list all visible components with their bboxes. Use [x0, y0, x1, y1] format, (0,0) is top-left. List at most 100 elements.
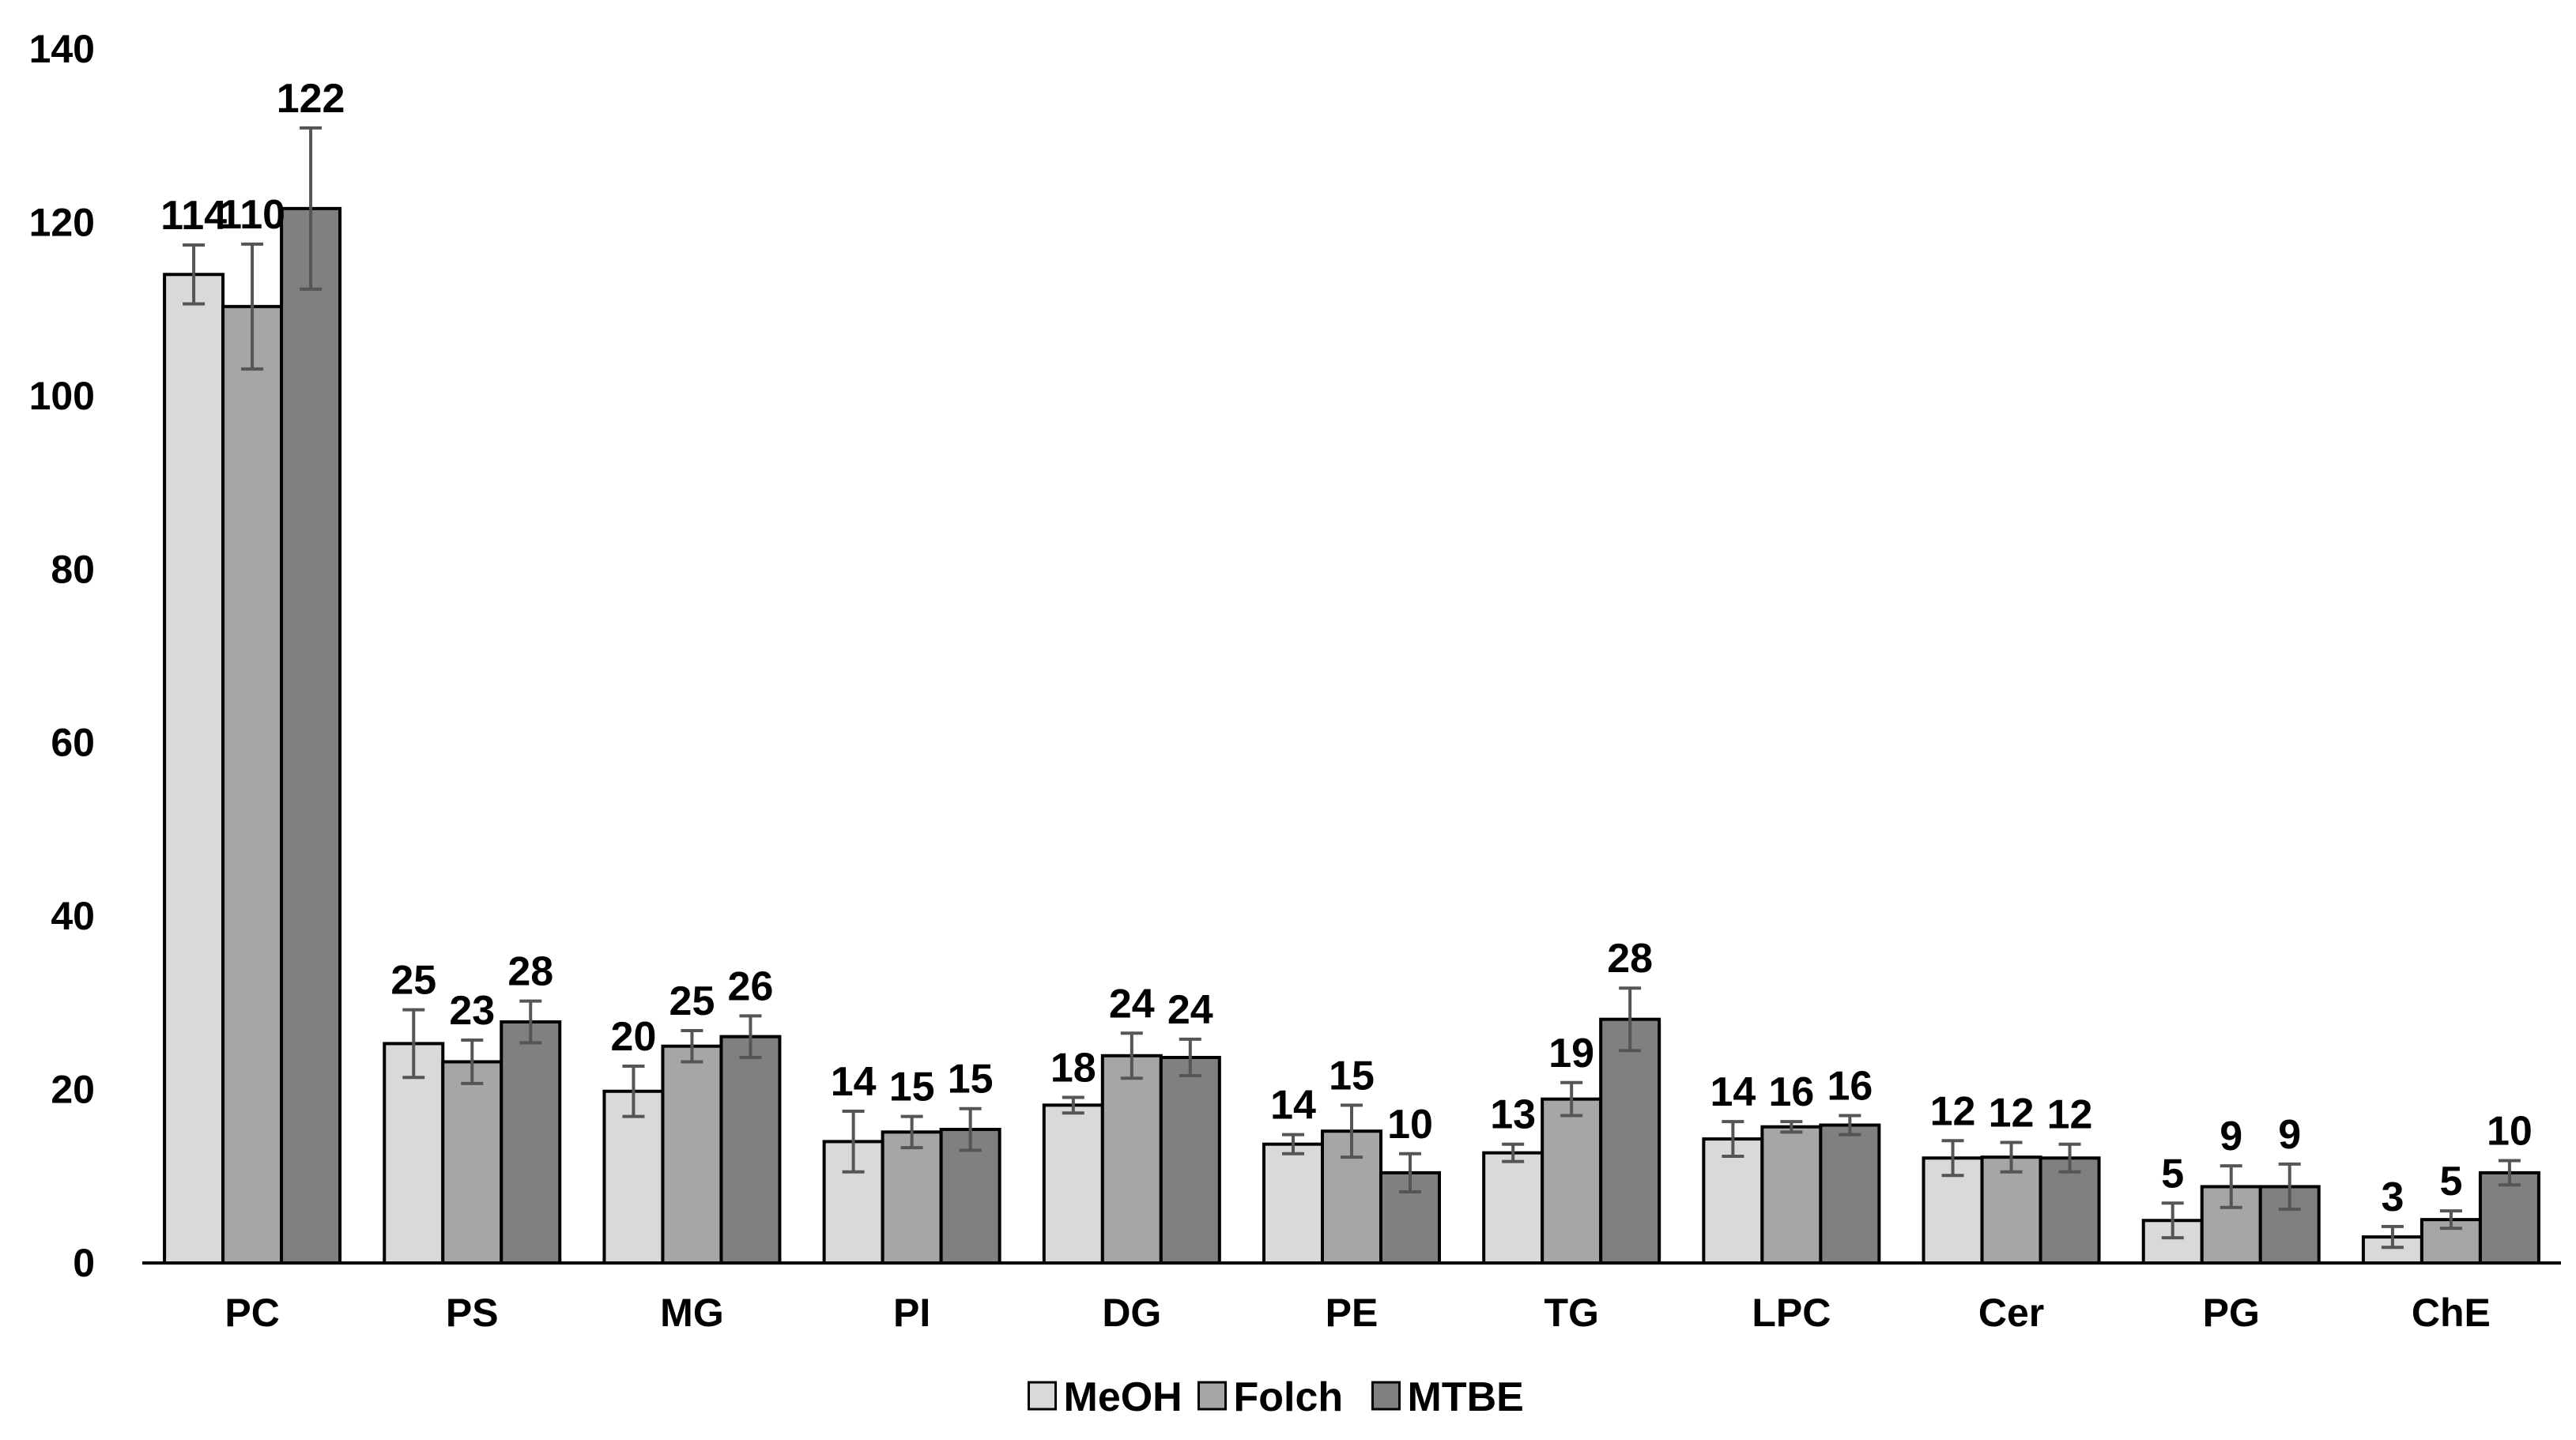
category-label-che: ChE [2412, 1291, 2491, 1335]
y-tick-label-120: 120 [29, 200, 95, 244]
error-bar-mtbe-pe [1399, 1152, 1421, 1194]
error-bar-mtbe-mg [739, 1014, 762, 1059]
error-bar-mtbe-pg [2278, 1162, 2301, 1211]
legend: MeOH Folch MTBE [1028, 1374, 1524, 1420]
data-label-mtbe-lpc: 16 [1827, 1063, 1873, 1109]
category-label-pi: PI [893, 1291, 930, 1335]
category-label-cer: Cer [1978, 1291, 2044, 1335]
data-label-meoh-ps: 25 [390, 958, 436, 1004]
error-bar-meoh-lpc [1722, 1120, 1744, 1159]
data-label-mtbe-tg: 28 [1607, 936, 1653, 982]
y-tick-label-140: 140 [29, 27, 95, 71]
bar-mtbe-ps [500, 1020, 562, 1265]
data-label-meoh-lpc: 14 [1710, 1069, 1756, 1115]
error-bar-mtbe-tg [1619, 986, 1642, 1053]
y-axis-ticks: 0 20 40 60 80 100 120 140 [29, 27, 95, 1285]
legend-swatch-mtbe [1371, 1381, 1401, 1411]
bar-folch-pi [881, 1130, 943, 1265]
legend-item-meoh: MeOH [1028, 1374, 1182, 1420]
error-bars [183, 126, 2521, 1250]
bar-meoh-pc [163, 273, 225, 1265]
error-bar-folch-ps [461, 1039, 484, 1085]
data-label-mtbe-mg: 26 [728, 963, 774, 1009]
error-bar-meoh-tg [1502, 1142, 1525, 1163]
error-bar-mtbe-pi [959, 1106, 982, 1152]
bar-meoh-pe [1262, 1142, 1324, 1265]
bar-folch-pc [221, 304, 284, 1265]
error-bar-mtbe-dg [1179, 1037, 1201, 1078]
error-bar-mtbe-che [2498, 1159, 2521, 1187]
error-bar-folch-cer [2000, 1140, 2023, 1174]
data-label-folch-cer: 12 [1989, 1090, 2035, 1136]
error-bar-mtbe-lpc [1839, 1114, 1861, 1137]
category-label-pc: PC [224, 1291, 279, 1335]
data-label-folch-tg: 19 [1548, 1031, 1594, 1076]
bar-folch-lpc [1760, 1125, 1823, 1265]
legend-label-mtbe: MTBE [1408, 1374, 1524, 1420]
data-label-meoh-dg: 18 [1050, 1045, 1096, 1091]
category-label-dg: DG [1102, 1291, 1161, 1335]
bar-folch-tg [1541, 1097, 1603, 1265]
data-label-mtbe-pe: 10 [1387, 1102, 1433, 1148]
bar-mtbe-cer [2039, 1156, 2101, 1265]
category-label-mg: MG [660, 1291, 724, 1335]
category-label-tg: TG [1544, 1291, 1598, 1335]
data-label-folch-pe: 15 [1329, 1053, 1375, 1099]
error-bar-meoh-pc [183, 243, 206, 306]
data-label-folch-pg: 9 [2220, 1114, 2242, 1159]
error-bar-mtbe-pc [300, 126, 322, 291]
error-bar-folch-pi [900, 1114, 923, 1150]
error-bar-folch-tg [1560, 1080, 1583, 1118]
error-bar-mtbe-ps [519, 999, 542, 1045]
error-bar-folch-che [2439, 1209, 2462, 1231]
legend-swatch-meoh [1028, 1381, 1057, 1411]
data-label-mtbe-ps: 28 [507, 949, 553, 995]
data-label-meoh-pi: 14 [831, 1059, 877, 1105]
error-bar-folch-mg [681, 1028, 703, 1064]
category-label-ps: PS [446, 1291, 499, 1335]
error-bar-folch-pg [2220, 1164, 2242, 1209]
category-labels: PC PS MG PI DG PE TG LPC Cer PG ChE [224, 1291, 2491, 1335]
error-bar-folch-lpc [1780, 1120, 1803, 1134]
data-label-folch-che: 5 [2439, 1159, 2462, 1204]
error-bar-meoh-ps [402, 1008, 425, 1080]
bar-folch-ps [441, 1060, 504, 1265]
bar-folch-mg [661, 1044, 723, 1265]
bar-mtbe-pc [280, 206, 342, 1265]
bar-meoh-tg [1482, 1151, 1544, 1265]
data-label-folch-ps: 23 [449, 988, 495, 1034]
legend-swatch-folch [1197, 1381, 1227, 1411]
category-label-pe: PE [1326, 1291, 1379, 1335]
error-bar-meoh-che [2381, 1224, 2404, 1250]
data-label-meoh-cer: 12 [1930, 1088, 1976, 1134]
data-label-folch-dg: 24 [1109, 981, 1155, 1027]
data-label-mtbe-pc: 122 [277, 76, 345, 122]
error-bar-mtbe-cer [2058, 1142, 2081, 1174]
bar-mtbe-lpc [1819, 1123, 1881, 1265]
y-tick-label-60: 60 [51, 721, 95, 765]
data-label-mtbe-dg: 24 [1167, 987, 1213, 1033]
error-bar-folch-pe [1341, 1103, 1363, 1159]
data-label-meoh-che: 3 [2381, 1174, 2404, 1220]
legend-item-folch: Folch [1197, 1374, 1343, 1420]
bar-mtbe-tg [1599, 1017, 1661, 1265]
error-bar-folch-pc [241, 242, 264, 371]
data-label-meoh-pc: 114 [160, 193, 227, 239]
bar-folch-pe [1321, 1129, 1382, 1265]
bar-folch-dg [1100, 1054, 1163, 1265]
error-bar-meoh-pg [2161, 1201, 2184, 1240]
data-label-folch-mg: 25 [669, 978, 715, 1024]
data-label-folch-lpc: 16 [1768, 1069, 1814, 1115]
data-label-meoh-mg: 20 [611, 1014, 657, 1060]
y-tick-label-80: 80 [51, 547, 95, 591]
data-label-meoh-pg: 5 [2161, 1151, 2184, 1197]
y-tick-label-20: 20 [51, 1068, 95, 1112]
category-label-pg: PG [2203, 1291, 2260, 1335]
bar-meoh-dg [1042, 1103, 1104, 1265]
y-tick-label-0: 0 [73, 1241, 95, 1285]
legend-label-meoh: MeOH [1064, 1374, 1182, 1420]
error-bar-meoh-dg [1062, 1095, 1084, 1115]
error-bar-folch-dg [1120, 1031, 1143, 1080]
data-label-mtbe-che: 10 [2487, 1109, 2533, 1155]
